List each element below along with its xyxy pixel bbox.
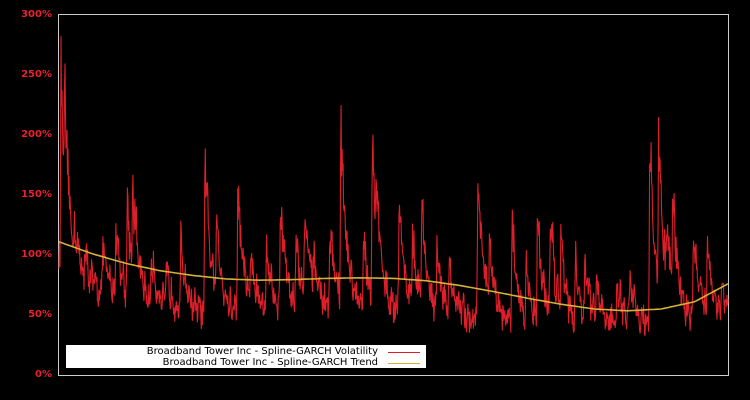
legend-swatch-trend <box>388 363 420 364</box>
volatility-series-line <box>58 35 729 336</box>
y-tick-label: 200% <box>21 129 52 140</box>
legend-label-trend: Broadband Tower Inc - Spline-GARCH Trend <box>162 357 378 368</box>
y-tick-label: 300% <box>21 9 52 20</box>
trend-series-line <box>58 241 729 312</box>
y-tick-label: 0% <box>35 369 52 380</box>
y-tick-label: 50% <box>28 309 52 320</box>
y-tick-label: 250% <box>21 69 52 80</box>
legend-label-volatility: Broadband Tower Inc - Spline-GARCH Volat… <box>146 346 378 357</box>
y-tick-label: 100% <box>21 249 52 260</box>
chart-legend: Broadband Tower Inc - Spline-GARCH Volat… <box>66 345 426 368</box>
y-tick-label: 150% <box>21 189 52 200</box>
legend-swatch-volatility <box>388 352 420 353</box>
